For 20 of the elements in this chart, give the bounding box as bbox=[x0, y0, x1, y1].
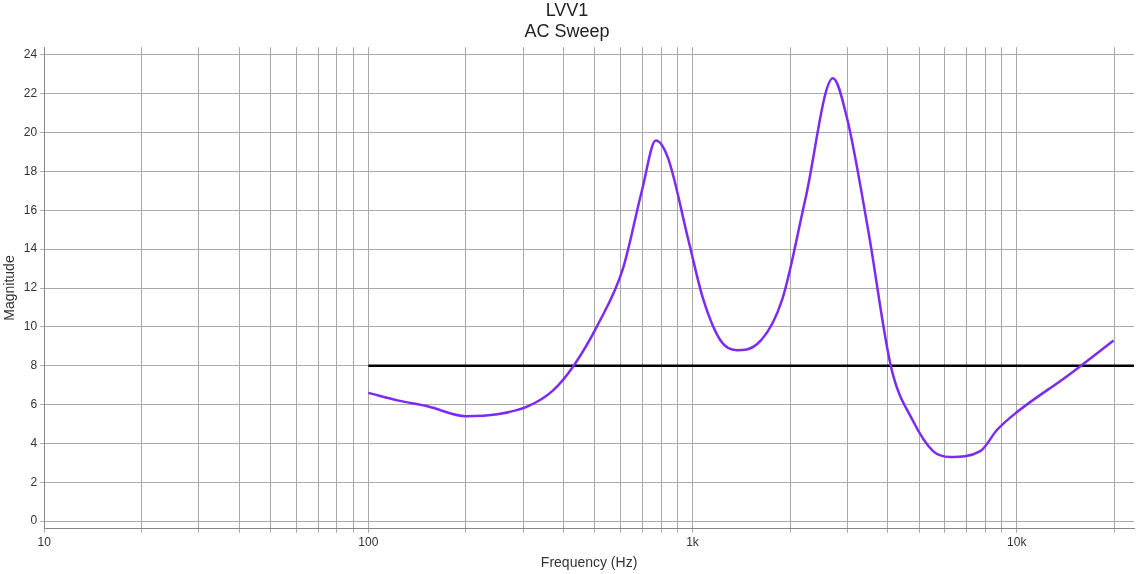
y-tick-label: 6 bbox=[30, 396, 38, 411]
y-tick-label: 16 bbox=[23, 202, 38, 217]
y-tick-label: 14 bbox=[23, 241, 38, 256]
y-tick-label: 20 bbox=[23, 124, 38, 139]
x-tick-label: 100 bbox=[358, 535, 379, 550]
x-tick-label: 1k bbox=[686, 535, 700, 550]
y-axis-title: Magnitude bbox=[1, 255, 18, 321]
y-tick-label: 4 bbox=[30, 435, 38, 450]
x-axis-title: Frequency (Hz) bbox=[540, 554, 638, 571]
y-tick-label: 2 bbox=[30, 474, 38, 489]
y-tick-label: 24 bbox=[23, 47, 38, 62]
chart-subtitle: AC Sweep bbox=[524, 21, 610, 42]
y-tick-label: 18 bbox=[23, 163, 38, 178]
y-tick-label: 22 bbox=[23, 86, 38, 101]
y-tick-label: 12 bbox=[23, 280, 38, 295]
y-tick-label: 0 bbox=[30, 513, 38, 528]
chart-title: LVV1 bbox=[545, 0, 589, 20]
y-tick-label: 10 bbox=[23, 319, 38, 334]
y-tick-label: 8 bbox=[30, 357, 38, 372]
x-tick-label: 10k bbox=[1007, 535, 1028, 550]
